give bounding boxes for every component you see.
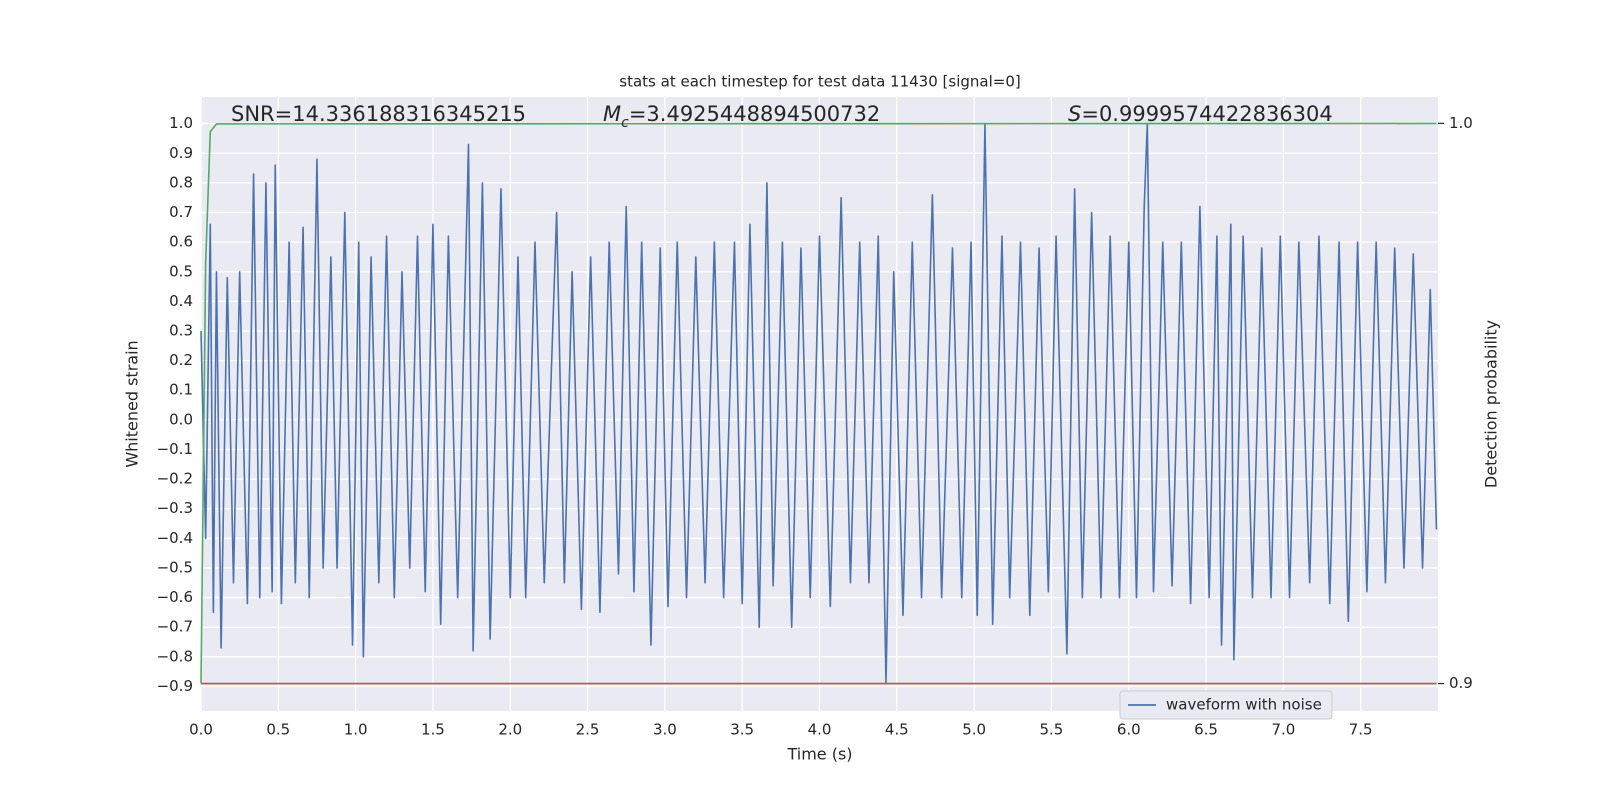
y-tick-label: −0.8 [157, 647, 193, 665]
x-tick-label: 2.0 [498, 721, 522, 739]
x-tick-label: 3.0 [653, 721, 677, 739]
y-tick-label: −0.7 [157, 618, 193, 636]
x-tick-label: 3.5 [730, 721, 754, 739]
y-tick-label: −0.2 [157, 470, 193, 488]
y-tick-label: 0.4 [169, 292, 193, 310]
legend-box [1119, 690, 1333, 720]
x-tick-label: 4.5 [885, 721, 909, 739]
legend-label: waveform with noise [1166, 696, 1322, 714]
chart-title: stats at each timestep for test data 114… [619, 73, 1020, 91]
annotation-symbol: M [603, 102, 621, 126]
annotation-symbol: S [1068, 102, 1081, 126]
y-tick-label: 0.9 [169, 144, 193, 162]
x-axis-label: Time (s) [786, 745, 852, 764]
y-tick-label: 0.5 [169, 262, 193, 280]
x-tick-label: 6.5 [1194, 721, 1218, 739]
y-tick-label: 0.8 [169, 173, 193, 191]
x-tick-label: 1.5 [421, 721, 445, 739]
x-tick-label: 7.5 [1349, 721, 1373, 739]
annotation: Mc=3.4925448894500732 [603, 102, 880, 131]
x-tick-label: 5.5 [1040, 721, 1064, 739]
y-tick-label: −0.3 [157, 499, 193, 517]
y-axis-label: Whitened strain [123, 340, 142, 467]
annotation-text: =0.9999574422836304 [1081, 102, 1332, 126]
series-line [200, 122, 1438, 685]
y-tick-label: −0.4 [157, 529, 193, 547]
annotation-text: =3.4925448894500732 [629, 102, 880, 126]
y2-tick-label: 0.9 [1449, 674, 1473, 692]
x-tick-label: 0.5 [266, 721, 290, 739]
annotation-subscript: c [621, 115, 629, 131]
y-tick-label: 1.0 [169, 114, 193, 132]
y-tick-label: −0.6 [157, 588, 193, 606]
annotation: S=0.9999574422836304 [1068, 102, 1333, 126]
y-tick-label: 0.2 [169, 351, 193, 369]
y-tick-label: 0.6 [169, 233, 193, 251]
y-tick-label: 0.1 [169, 381, 193, 399]
annotation-text: SNR=14.336188316345215 [231, 102, 526, 126]
y-tick-label: −0.1 [157, 440, 193, 458]
annotation: SNR=14.336188316345215 [231, 102, 526, 126]
x-tick-label: 4.0 [808, 721, 832, 739]
y-tick-label: −0.5 [157, 558, 193, 576]
y2-tick-label: 1.0 [1449, 114, 1473, 132]
x-tick-label: 2.5 [576, 721, 600, 739]
x-tick-label: 1.0 [344, 721, 368, 739]
x-tick-label: 6.0 [1117, 721, 1141, 739]
y2-axis-label: Detection probability [1482, 320, 1501, 488]
x-tick-label: 0.0 [189, 721, 213, 739]
y-tick-label: 0.7 [169, 203, 193, 221]
y-tick-label: −0.9 [157, 677, 193, 695]
y-tick-label: 0.0 [169, 410, 193, 428]
x-tick-label: 7.0 [1271, 721, 1295, 739]
series-line [200, 122, 1437, 684]
y-tick-label: 0.3 [169, 321, 193, 339]
marks [200, 122, 1438, 685]
x-tick-label: 5.0 [962, 721, 986, 739]
